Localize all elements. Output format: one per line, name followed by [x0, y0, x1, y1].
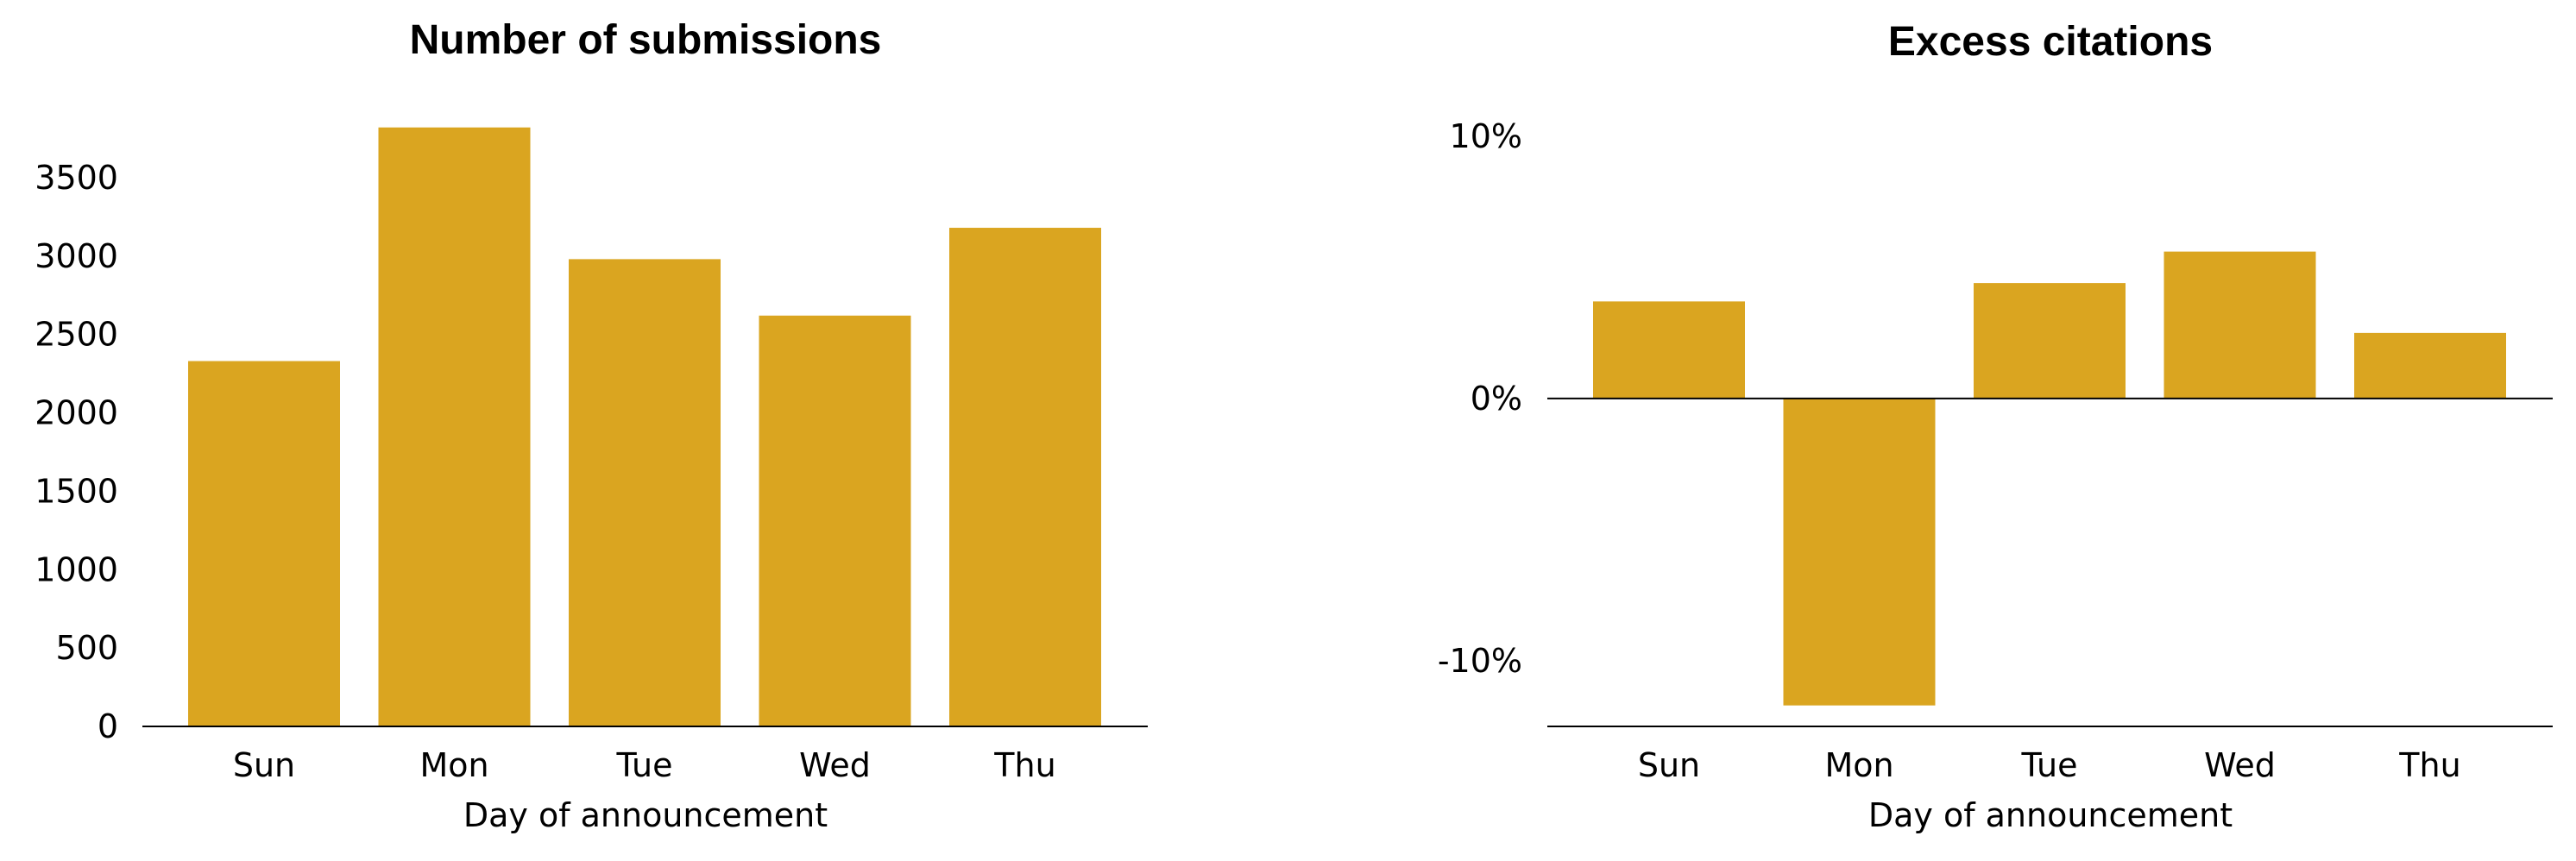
x-tick-label: Mon — [1824, 746, 1893, 784]
bar-tue — [569, 259, 721, 726]
y-tick-label: 1000 — [35, 550, 118, 588]
x-tick-label: Mon — [419, 746, 488, 784]
x-axis-label: Day of announcement — [463, 796, 828, 834]
x-tick-label: Tue — [2021, 746, 2078, 784]
y-tick-label: 500 — [55, 629, 118, 667]
y-tick-label: 2500 — [35, 316, 118, 354]
y-tick-label: 10% — [1450, 117, 1522, 155]
bar-sun — [188, 361, 340, 726]
y-tick-label: 1500 — [35, 472, 118, 510]
bar-thu — [949, 228, 1101, 726]
x-tick-label: Wed — [799, 746, 871, 784]
bar-wed — [759, 315, 911, 726]
x-tick-label: Sun — [233, 746, 295, 784]
bar-wed — [2163, 251, 2316, 399]
excess-citations-chart: Excess citations -10% 0% 10% Sun Mon Tue Wed T… — [1438, 19, 2553, 834]
x-tick-label: Tue — [616, 746, 673, 784]
bar-thu — [2354, 332, 2506, 399]
x-tick-label: Thu — [993, 746, 1055, 784]
y-tick-label: 3000 — [35, 237, 118, 275]
x-axis-label: Day of announcement — [1868, 796, 2233, 834]
y-tick-label: 2000 — [35, 394, 118, 432]
chart-title: Number of submissions — [410, 17, 882, 63]
x-tick-label: Wed — [2204, 746, 2276, 784]
bar-mon — [1783, 398, 1936, 706]
x-tick-label: Sun — [1638, 746, 1700, 784]
y-tick-label: 0% — [1471, 380, 1522, 418]
chart-title: Excess citations — [1888, 19, 2213, 65]
bar-tue — [1974, 283, 2126, 399]
y-tick-label: -10% — [1438, 642, 1522, 680]
bar-sun — [1593, 301, 1745, 399]
x-tick-label: Thu — [2398, 746, 2460, 784]
y-tick-label: 3500 — [35, 159, 118, 197]
bar-mon — [378, 127, 531, 727]
y-tick-label: 0 — [98, 707, 118, 745]
submissions-chart: Number of submissions 0 500 1000 1500 2000 25… — [35, 17, 1148, 834]
